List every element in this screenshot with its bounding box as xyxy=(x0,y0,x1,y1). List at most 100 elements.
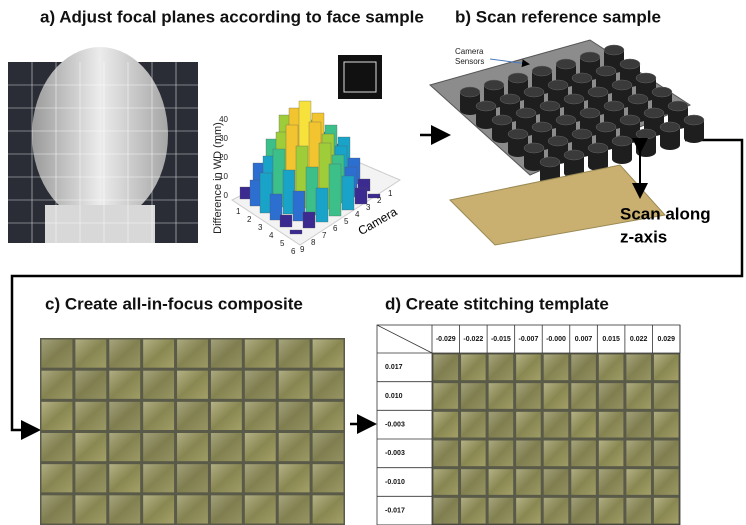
mosaic-tile xyxy=(313,340,344,368)
mosaic-tile xyxy=(434,469,459,495)
z-tick-label: 9 xyxy=(300,245,305,254)
camera-lens xyxy=(500,94,520,104)
panel-title: d) Create stitching template xyxy=(385,294,609,313)
camera-lens xyxy=(604,45,624,55)
mosaic-tile xyxy=(489,498,514,524)
mosaic-tile xyxy=(143,464,174,492)
mosaic-tile xyxy=(461,469,486,495)
mosaic-tile xyxy=(109,495,140,523)
y-tick-label: 0 xyxy=(224,191,229,200)
camera-lens xyxy=(636,73,656,83)
mosaic-tile xyxy=(313,402,344,430)
mosaic-tile xyxy=(654,412,679,438)
mosaic-tile xyxy=(626,441,651,467)
camera-lens xyxy=(556,59,576,69)
bar-3d xyxy=(329,164,341,216)
mosaic-tile xyxy=(461,383,486,409)
figure: a) Adjust focal planes according to face… xyxy=(0,0,746,525)
template-mosaic xyxy=(432,353,680,525)
column-header: -0.015 xyxy=(491,336,511,343)
camera-lens xyxy=(548,136,568,146)
x-tick-label: 4 xyxy=(269,231,274,240)
mosaic-tile xyxy=(75,371,106,399)
mosaic-tile xyxy=(211,433,242,461)
mosaic-tile xyxy=(42,402,73,430)
z-tick-label: 3 xyxy=(366,203,371,212)
mosaic-tile xyxy=(654,441,679,467)
mosaic-tile xyxy=(599,469,624,495)
mosaic-tile xyxy=(279,464,310,492)
column-header: 0.022 xyxy=(630,336,648,343)
mosaic-tile xyxy=(626,355,651,381)
camera-lens xyxy=(508,73,528,83)
mosaic-tile xyxy=(42,433,73,461)
face xyxy=(32,47,168,223)
mosaic-tile xyxy=(42,371,73,399)
mosaic-tile xyxy=(313,464,344,492)
mosaic-tile xyxy=(279,371,310,399)
x-tick-label: 3 xyxy=(258,223,263,232)
mosaic-tile xyxy=(599,498,624,524)
mosaic-tile xyxy=(516,383,541,409)
x-tick-label: 1 xyxy=(236,207,241,216)
camera-lens xyxy=(524,143,544,153)
row-header: 0.010 xyxy=(385,393,403,400)
y-axis-label: Difference in WD (mm) xyxy=(212,122,224,234)
mosaic-tile xyxy=(211,495,242,523)
mosaic-tile xyxy=(75,464,106,492)
mosaic-tile xyxy=(489,412,514,438)
mosaic-tile xyxy=(434,412,459,438)
mosaic-tile xyxy=(654,469,679,495)
mosaic-tile xyxy=(654,355,679,381)
label: Camera xyxy=(455,47,484,56)
mosaic-tile xyxy=(599,412,624,438)
row-header: -0.003 xyxy=(385,422,405,429)
camera-lens xyxy=(612,80,632,90)
row-header: -0.017 xyxy=(385,508,405,515)
mosaic-tile xyxy=(245,495,276,523)
camera-lens xyxy=(580,108,600,118)
mosaic-tile xyxy=(279,495,310,523)
camera-lens xyxy=(516,108,536,118)
column-header: -0.029 xyxy=(436,336,456,343)
corner-diagonal xyxy=(377,325,432,353)
mosaic-tile xyxy=(544,412,569,438)
mosaic-tile xyxy=(626,498,651,524)
column-header: 0.015 xyxy=(602,336,620,343)
camera-lens xyxy=(460,87,480,97)
mosaic-tile xyxy=(143,433,174,461)
mosaic-tile xyxy=(516,412,541,438)
mosaic-tile xyxy=(489,355,514,381)
camera-lens xyxy=(628,94,648,104)
mosaic-tile xyxy=(143,495,174,523)
mosaic-tile xyxy=(461,498,486,524)
x-tick-label: 6 xyxy=(291,247,296,256)
mosaic-tile xyxy=(109,402,140,430)
label: Scan along xyxy=(620,204,711,223)
figure-canvas: a) Adjust focal planes according to face… xyxy=(0,0,746,525)
column-header: -0.000 xyxy=(546,336,566,343)
bar-3d xyxy=(280,215,292,227)
mosaic-tile xyxy=(599,441,624,467)
mosaic-tile xyxy=(461,441,486,467)
panel-title: b) Scan reference sample xyxy=(455,7,661,26)
bar-3d xyxy=(303,212,315,228)
mosaic-tile xyxy=(571,355,596,381)
camera-lens xyxy=(684,115,704,125)
camera-lens xyxy=(596,66,616,76)
mosaic-tile xyxy=(75,495,106,523)
z-tick-label: 8 xyxy=(311,238,316,247)
camera-lens xyxy=(644,108,664,118)
camera-lens xyxy=(492,115,512,125)
mosaic-tile xyxy=(461,355,486,381)
mosaic-tile xyxy=(434,355,459,381)
mosaic-tile xyxy=(626,469,651,495)
camera-lens xyxy=(580,52,600,62)
mosaic-tile xyxy=(245,402,276,430)
mosaic-tile xyxy=(211,402,242,430)
mosaic-tile xyxy=(544,498,569,524)
mosaic-tile xyxy=(177,371,208,399)
camera-lens xyxy=(564,150,584,160)
mosaic-tile xyxy=(211,464,242,492)
